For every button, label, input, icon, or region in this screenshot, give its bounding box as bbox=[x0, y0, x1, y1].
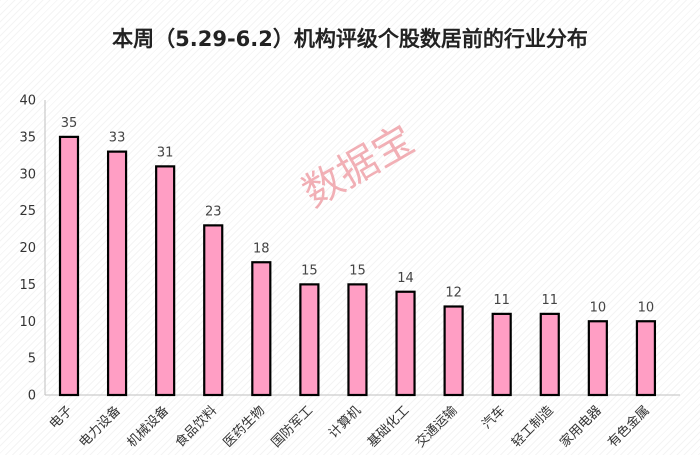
x-tick-label: 国防军工 bbox=[268, 403, 316, 451]
bar bbox=[155, 165, 176, 397]
data-label: 35 bbox=[61, 116, 78, 131]
watermark: 数据宝 bbox=[295, 117, 422, 217]
x-axis-labels: 电子 电力设备 机械设备 食品饮料 医药生物 国防军工 计算机 基础化工 交通运输 汽车 轻工制造家… bbox=[47, 403, 653, 451]
data-label: 15 bbox=[349, 263, 366, 278]
bar bbox=[587, 320, 608, 397]
y-tick-label: 0 bbox=[28, 389, 36, 404]
bar bbox=[299, 283, 320, 397]
bar bbox=[395, 290, 416, 397]
data-label: 10 bbox=[590, 300, 607, 315]
x-tick-label: 机械设备 bbox=[124, 403, 172, 451]
x-tick-label: 家用电器 bbox=[557, 403, 605, 451]
bar bbox=[491, 312, 512, 397]
data-label: 11 bbox=[541, 293, 558, 308]
x-tick-label: 计算机 bbox=[326, 403, 364, 441]
bars bbox=[58, 135, 657, 397]
x-tick-label: 食品饮料 bbox=[172, 403, 220, 451]
y-tick-label: 5 bbox=[28, 352, 36, 367]
bar bbox=[203, 224, 224, 397]
bar bbox=[251, 261, 272, 397]
data-label: 14 bbox=[397, 271, 414, 286]
bar bbox=[635, 320, 657, 397]
x-tick-label: 电子 bbox=[47, 403, 76, 432]
data-labels: 35 33 31 23 18 15 15 14 12 11 11 10 10 bbox=[61, 116, 654, 315]
x-tick-label: 医药生物 bbox=[221, 403, 268, 450]
data-label: 15 bbox=[301, 263, 318, 278]
x-tick-label: 轻工制造 bbox=[509, 403, 556, 450]
y-tick-label: 15 bbox=[19, 278, 36, 293]
data-label: 33 bbox=[109, 131, 126, 146]
bar bbox=[539, 312, 560, 397]
x-tick-label: 基础化工 bbox=[365, 403, 412, 450]
x-tick-label: 交通运输 bbox=[412, 403, 460, 451]
data-label: 31 bbox=[157, 145, 174, 160]
data-label: 11 bbox=[493, 293, 510, 308]
y-tick-label: 25 bbox=[19, 204, 36, 219]
bar bbox=[443, 305, 464, 397]
y-tick-label: 30 bbox=[19, 167, 36, 182]
bar bbox=[106, 150, 128, 397]
x-tick-label: 有色金属 bbox=[605, 403, 653, 451]
chart-title: 本周（5.29-6.2）机构评级个股数居前的行业分布 bbox=[112, 27, 588, 51]
y-axis-ticks: 0 5 10 15 20 25 30 35 40 bbox=[19, 94, 36, 404]
y-tick-label: 20 bbox=[19, 241, 36, 256]
data-label: 23 bbox=[205, 204, 222, 219]
data-label: 18 bbox=[253, 241, 270, 256]
data-label: 12 bbox=[445, 286, 462, 301]
x-tick-label: 电力设备 bbox=[76, 403, 124, 451]
bar bbox=[347, 283, 368, 397]
x-tick-label: 汽车 bbox=[479, 403, 509, 433]
data-label: 10 bbox=[638, 300, 655, 315]
bar bbox=[58, 135, 80, 397]
y-tick-label: 35 bbox=[19, 130, 36, 145]
y-tick-label: 40 bbox=[19, 94, 36, 109]
y-tick-label: 10 bbox=[19, 315, 36, 330]
